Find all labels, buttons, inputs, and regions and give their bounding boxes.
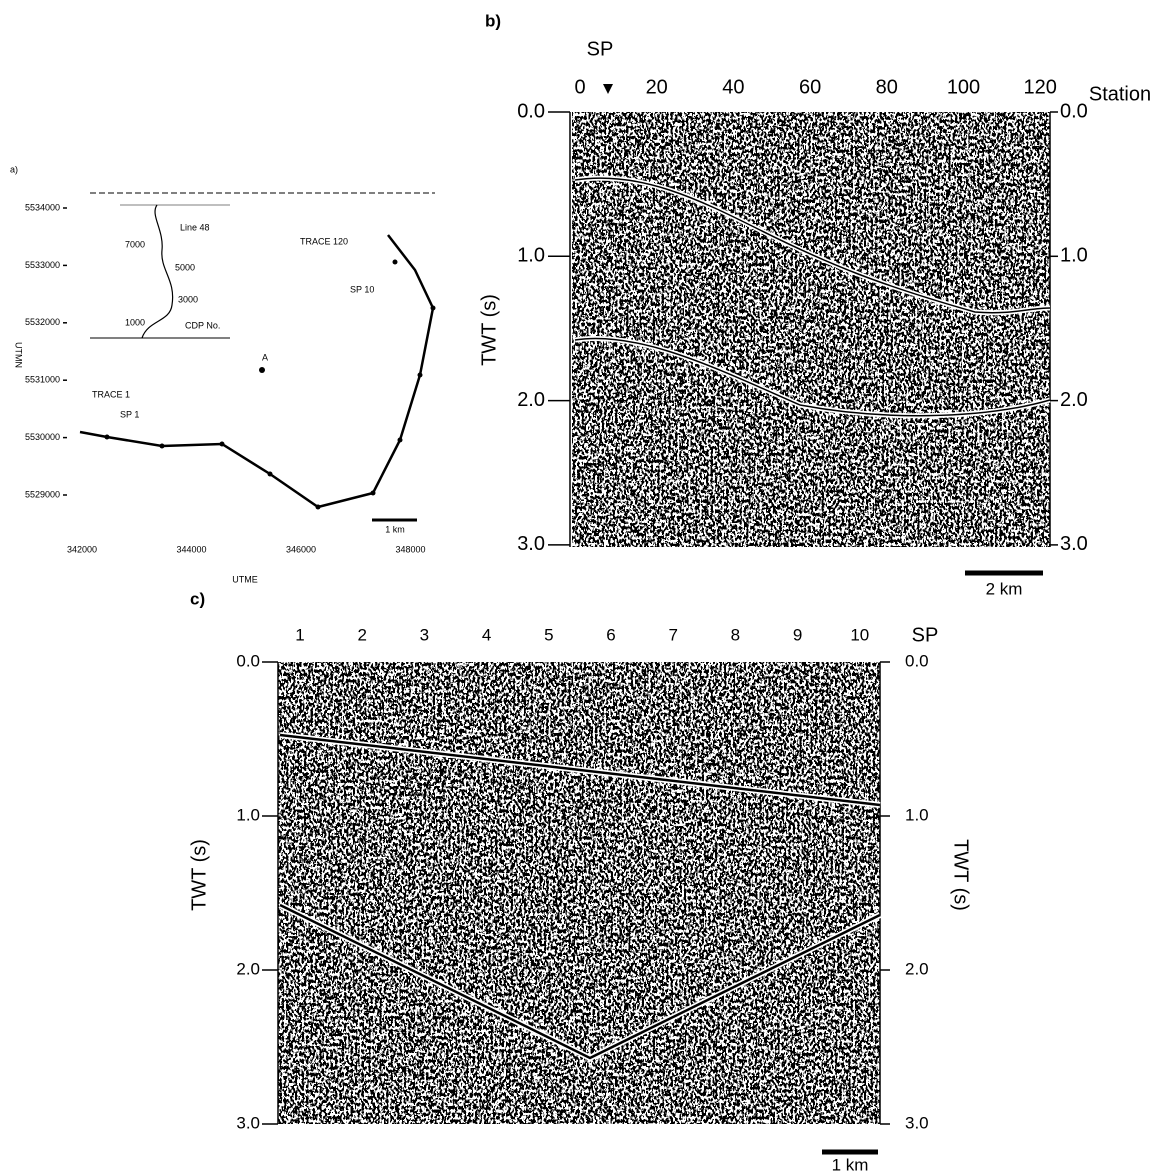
annotation: TRACE 1 xyxy=(92,389,130,399)
inset-label: 5000 xyxy=(175,262,195,272)
inset-label: 7000 xyxy=(125,239,145,249)
axis-title: Station xyxy=(1089,83,1151,105)
x-tick-label: 3 xyxy=(420,625,429,644)
y-tick-label: 5529000 xyxy=(25,489,60,499)
y-tick-label: 3.0 xyxy=(517,533,545,555)
y-tick-label: 5531000 xyxy=(25,375,60,385)
y-tick-label: 5533000 xyxy=(25,260,60,270)
x-tick-label: 8 xyxy=(731,625,740,644)
survey-line xyxy=(79,234,435,509)
x-tick-label: 342000 xyxy=(67,544,97,554)
annotation: SP 10 xyxy=(350,284,374,294)
seismic-section xyxy=(572,112,1050,547)
inset-line xyxy=(141,204,174,339)
y-tick-label: 1.0 xyxy=(517,245,545,267)
stations xyxy=(104,259,436,510)
x-tick-label: 1 xyxy=(295,625,304,644)
x-tick-label: 346000 xyxy=(286,544,316,554)
x-tick-label: 2 xyxy=(357,625,366,644)
x-tick-label: 0 xyxy=(574,76,585,98)
x-tick-label: 344000 xyxy=(176,544,206,554)
scale-label: 1 km xyxy=(385,524,405,534)
x-tick-label: 80 xyxy=(876,76,898,98)
panel-label: b) xyxy=(485,11,501,30)
inset-label: 3000 xyxy=(178,294,198,304)
y-tick-label: 3.0 xyxy=(905,1113,929,1132)
y-tick-label: 1.0 xyxy=(236,805,260,824)
y-tick-label: 2.0 xyxy=(517,389,545,411)
annotation: TRACE 120 xyxy=(300,236,348,246)
x-tick-label: 9 xyxy=(793,625,802,644)
x-tick-label: 40 xyxy=(722,76,744,98)
y-tick-label: 1.0 xyxy=(1060,245,1088,267)
x-tick-label: 5 xyxy=(544,625,553,644)
y-tick-label: 2.0 xyxy=(905,959,929,978)
y-tick-label: 0.0 xyxy=(905,651,929,670)
x-tick-label: 60 xyxy=(799,76,821,98)
panel-a xyxy=(79,192,436,522)
seismic-section xyxy=(278,662,880,1124)
y-tick-label: 2.0 xyxy=(236,959,260,978)
x-tick-label: 6 xyxy=(606,625,615,644)
y-tick-label: 0.0 xyxy=(517,100,545,122)
x-tick-label: 4 xyxy=(482,625,491,644)
axis-title: TWT (s) xyxy=(478,294,500,366)
x-tick-label: 20 xyxy=(646,76,668,98)
x-tick-label: 120 xyxy=(1024,76,1057,98)
axis-title: TWT (s) xyxy=(950,839,972,911)
y-tick-label: 3.0 xyxy=(1060,533,1088,555)
axis-title: TWT (s) xyxy=(188,839,210,911)
annotation: A xyxy=(262,352,268,362)
reflector xyxy=(279,733,881,807)
x-tick-label: 100 xyxy=(947,76,980,98)
scale-label: 1 km xyxy=(832,1155,869,1174)
reflector xyxy=(574,177,1051,314)
panel-b xyxy=(569,84,1051,576)
reflector xyxy=(574,337,1051,417)
x-tick-label: 348000 xyxy=(395,544,425,554)
y-tick-label: 3.0 xyxy=(236,1113,260,1132)
annotation: SP 1 xyxy=(120,409,139,419)
y-tick-label: 0.0 xyxy=(1060,100,1088,122)
y-tick-label: 1.0 xyxy=(905,805,929,824)
y-tick-label: 5532000 xyxy=(25,317,60,327)
axis-title: SP xyxy=(912,624,939,646)
inset-legend: CDP No. xyxy=(185,320,220,330)
y-tick-label: 5534000 xyxy=(25,202,60,212)
y-tick-label: 5530000 xyxy=(25,432,60,442)
axis-title: UTME xyxy=(232,574,258,584)
panel-label: a) xyxy=(10,164,18,174)
marker xyxy=(603,84,613,94)
panel-label: c) xyxy=(190,589,205,608)
inset-label: 1000 xyxy=(125,317,145,327)
axis-title: UTMN xyxy=(14,342,24,368)
x-tick-label: 7 xyxy=(668,625,677,644)
inset-title: Line 48 xyxy=(180,222,210,232)
reflector xyxy=(279,903,881,1060)
x-tick-label: 10 xyxy=(850,625,869,644)
panel-c xyxy=(277,662,882,1155)
y-tick-label: 0.0 xyxy=(236,651,260,670)
scale-label: 2 km xyxy=(986,579,1023,598)
y-tick-label: 2.0 xyxy=(1060,389,1088,411)
axis-title: SP xyxy=(587,38,614,60)
